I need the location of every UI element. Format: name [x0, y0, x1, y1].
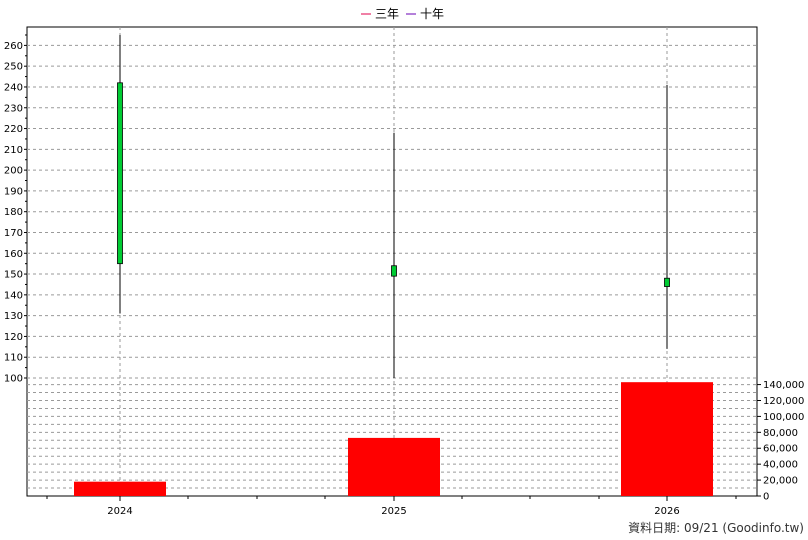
volume-tick-label: 60,000: [763, 444, 798, 455]
price-tick-label: 160: [4, 249, 23, 260]
price-tick-label: 190: [4, 186, 23, 197]
volume-axis: 0 20,000 40,000 60,000 80,000 100,000 120,000 1…: [757, 380, 804, 503]
price-tick-label: 260: [4, 41, 23, 52]
price-tick-label: 180: [4, 207, 23, 218]
legend: 三年 十年: [361, 7, 444, 21]
price-tick-label: 170: [4, 228, 23, 239]
price-tick-label: 250: [4, 62, 23, 73]
price-tick-label: 200: [4, 166, 23, 177]
price-tick-label: 150: [4, 270, 23, 281]
price-tick-label: 240: [4, 82, 23, 93]
x-tick-label: 2026: [654, 506, 679, 517]
volume-tick-label: 140,000: [763, 380, 804, 391]
legend-label-0: 三年: [375, 7, 399, 21]
price-tick-label: 130: [4, 311, 23, 322]
price-tick-label: 120: [4, 332, 23, 343]
volume-tick-label: 40,000: [763, 460, 798, 471]
price-tick-label: 220: [4, 124, 23, 135]
candle-body: [391, 265, 397, 277]
volume-bars: [74, 382, 713, 496]
x-tick-label: 2025: [381, 506, 406, 517]
candlesticks: [117, 35, 670, 378]
price-tick-label: 140: [4, 290, 23, 301]
volume-tick-label: 0: [763, 492, 769, 503]
price-axis: 100 110 120 130 140 150 160 170 180 190 200 210 220 2…: [4, 34, 27, 385]
legend-label-1: 十年: [420, 7, 444, 21]
volume-bar: [621, 382, 713, 496]
candle-body: [117, 82, 123, 265]
volume-tick-label: 100,000: [763, 412, 804, 423]
footer-source: 資料日期: 09/21 (Goodinfo.tw): [628, 521, 804, 535]
volume-bar: [74, 481, 166, 496]
volume-bar: [348, 437, 440, 496]
price-tick-label: 210: [4, 145, 23, 156]
x-axis: 2024 2025 2026: [46, 496, 737, 517]
x-tick-label: 2024: [107, 506, 132, 517]
volume-tick-label: 80,000: [763, 428, 798, 439]
volume-tick-label: 20,000: [763, 476, 798, 487]
candle-body: [664, 277, 670, 287]
price-tick-label: 230: [4, 103, 23, 114]
price-tick-label: 100: [4, 374, 23, 385]
volume-tick-label: 120,000: [763, 396, 804, 407]
price-tick-label: 110: [4, 353, 23, 364]
